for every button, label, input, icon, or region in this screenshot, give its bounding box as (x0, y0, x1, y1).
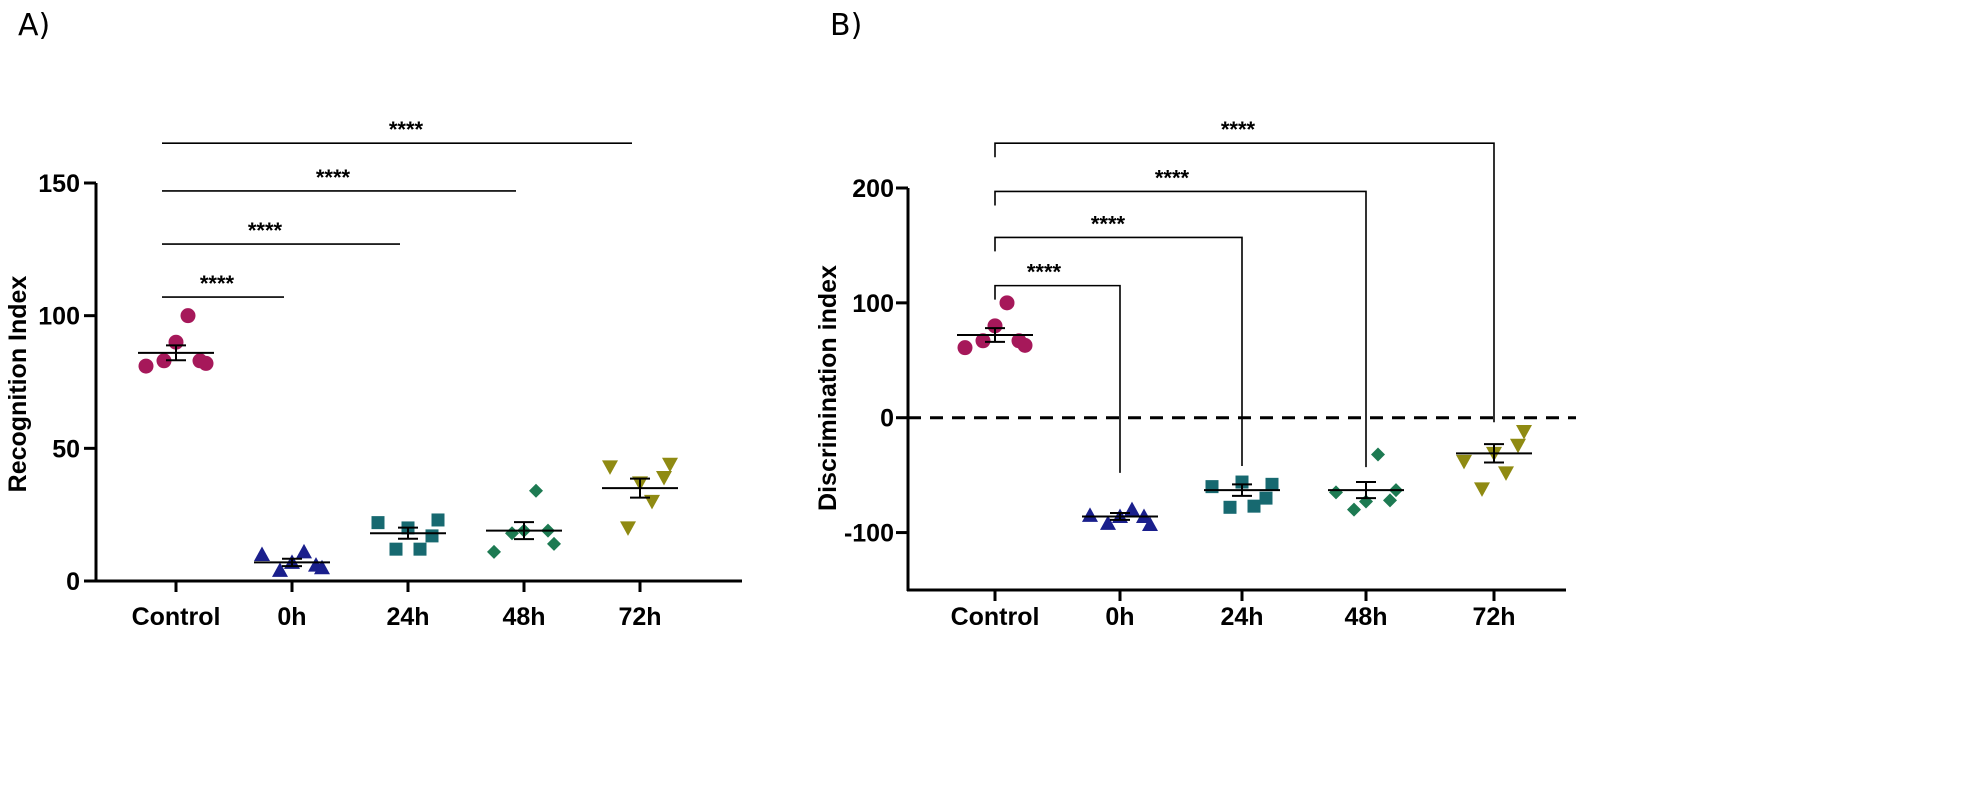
charta-y-tick-label: 150 (38, 170, 80, 198)
charta-significance-label: **** (248, 218, 283, 243)
chartb-point-0h (1100, 515, 1116, 530)
chartb-point-72h (1498, 466, 1514, 481)
chartb-x-tick-label: 0h (1105, 603, 1134, 631)
charta-point-48h (529, 483, 543, 498)
charta-point-control (180, 308, 196, 324)
chartb-significance-label: **** (1221, 117, 1256, 142)
charta-significance-label: **** (389, 117, 424, 142)
chartb-point-0h (1082, 507, 1098, 522)
charta-point-0h (272, 562, 288, 577)
charta-point-0h (254, 546, 270, 561)
chartb-point-72h (1474, 482, 1490, 497)
charta-point-0h (314, 559, 330, 575)
charta-point-control (138, 358, 154, 374)
charta-x-tick-label: 24h (386, 603, 429, 631)
chartb-x-tick-label: 48h (1344, 603, 1387, 631)
charta-point-0h (296, 543, 312, 559)
chartb-y-tick-label: 100 (852, 290, 894, 318)
charta-point-48h (547, 536, 561, 551)
charta-point-72h (662, 457, 678, 473)
charta-x-tick-label: 0h (277, 603, 306, 631)
charta-point-72h (602, 460, 618, 475)
chartb-significance-bracket (994, 236, 1243, 466)
chartb-point-48h (1329, 485, 1343, 500)
charta-x-tick-label: Control (132, 603, 221, 631)
chartb-y-axis-title: Discrimination index (814, 265, 842, 511)
chartb-significance-label: **** (1027, 260, 1062, 285)
chartb-significance-bracket (994, 190, 1367, 468)
charta-x-tick-label: 72h (618, 603, 661, 631)
chartb-point-24h (1247, 499, 1261, 513)
charta-point-control (156, 353, 172, 369)
charta-point-24h (371, 516, 385, 530)
charta-significance-label: **** (200, 271, 235, 296)
chartb-y-tick-label: 200 (852, 175, 894, 203)
charta-x-tick-label: 48h (502, 603, 545, 631)
charta-y-axis-title: Recognition Index (4, 276, 32, 493)
chartb-point-control (957, 340, 973, 356)
chartb-significance-bracket (994, 142, 1495, 423)
chartb-x-tick-label: 24h (1220, 603, 1263, 631)
chartb-x-tick-label: 72h (1472, 603, 1515, 631)
chartb-y-tick-label: 0 (880, 405, 894, 433)
chartb-x-tick-label: Control (951, 603, 1040, 631)
chartb-point-control (975, 333, 991, 349)
chartb-point-24h (1259, 491, 1273, 505)
charta-point-24h (413, 542, 427, 556)
chartb-point-control (999, 295, 1015, 311)
charta-point-24h (425, 529, 439, 543)
charta-y-tick-label: 0 (66, 568, 80, 596)
chartb-point-24h (1265, 477, 1279, 491)
chartb-point-48h (1371, 447, 1385, 462)
chartb-significance-label: **** (1091, 211, 1126, 236)
chartb-point-0h (1142, 516, 1158, 532)
charta-point-24h (431, 513, 445, 527)
chartb-point-72h (1456, 454, 1472, 470)
charta-significance-label: **** (316, 165, 351, 190)
charta-y-tick-label: 100 (38, 303, 80, 331)
charta-point-control (198, 355, 214, 371)
panel-b-label: B) (830, 8, 863, 43)
chartb-significance-label: **** (1155, 165, 1190, 190)
chartb-point-control (1017, 337, 1033, 353)
chartb-significance-bracket (994, 284, 1121, 473)
charta-y-tick-label: 50 (52, 435, 80, 463)
chartb-y-tick-label: -100 (844, 520, 894, 548)
chartb-point-48h (1383, 493, 1397, 508)
chartb-point-24h (1223, 500, 1237, 514)
chartb-point-72h (1516, 424, 1532, 440)
chartb-point-24h (1205, 480, 1219, 494)
chartb-point-72h (1510, 438, 1526, 454)
charta-point-72h (656, 471, 672, 486)
panel-a-label: A) (18, 8, 51, 43)
charta-point-72h (620, 521, 636, 536)
chartb-point-control (987, 318, 1003, 334)
chartb-point-48h (1347, 502, 1361, 517)
charta-point-24h (389, 542, 403, 556)
charta-point-48h (487, 544, 501, 559)
